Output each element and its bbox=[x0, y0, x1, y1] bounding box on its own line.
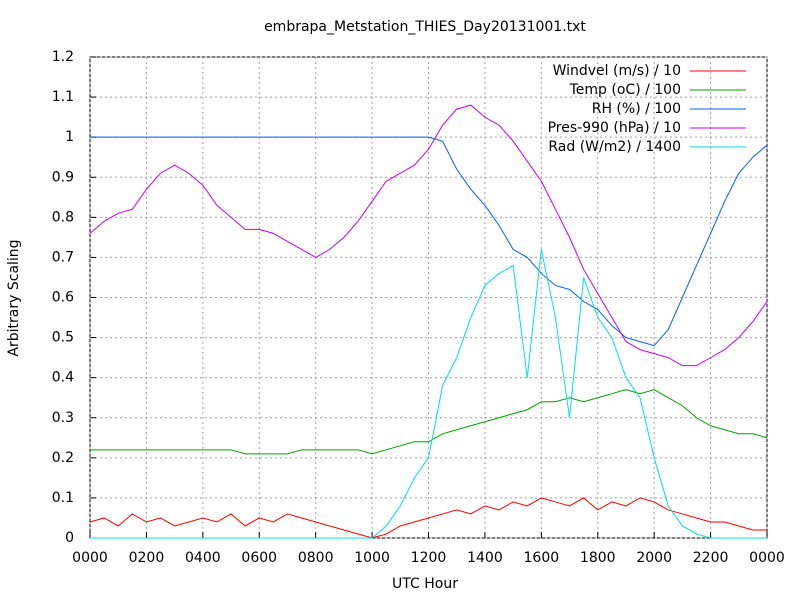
series-line bbox=[89, 104, 768, 367]
y-tick-label: 0 bbox=[65, 530, 74, 546]
chart-title: embrapa_Metstation_THIES_Day20131001.txt bbox=[264, 19, 586, 35]
series-line bbox=[90, 249, 767, 539]
x-tick-label: 2200 bbox=[693, 550, 729, 566]
x-tick-label: 0000 bbox=[749, 550, 785, 566]
y-tick-label: 0.5 bbox=[52, 330, 74, 346]
y-tick-label: 0.4 bbox=[52, 370, 74, 386]
y-tick-label: 0.3 bbox=[52, 410, 74, 426]
series-line bbox=[89, 497, 767, 539]
x-tick-label: 0200 bbox=[129, 550, 165, 566]
x-tick-label: 1200 bbox=[411, 550, 447, 566]
legend-label: RH (%) / 100 bbox=[592, 101, 681, 117]
series-line bbox=[90, 389, 768, 455]
legend-label: Rad (W/m2) / 1400 bbox=[548, 139, 681, 155]
y-tick-label: 0.7 bbox=[52, 249, 74, 265]
x-tick-label: 1400 bbox=[467, 550, 503, 566]
y-tick-label: 0.8 bbox=[52, 209, 74, 225]
y-tick-label: 1.2 bbox=[52, 49, 74, 65]
series-line bbox=[90, 136, 768, 347]
y-tick-label: 0.9 bbox=[52, 169, 74, 185]
y-tick-label: 1 bbox=[65, 129, 74, 145]
x-tick-label: 0600 bbox=[241, 550, 277, 566]
x-tick-label: 2000 bbox=[636, 550, 672, 566]
y-tick-label: 0.6 bbox=[52, 290, 74, 306]
x-tick-label: 1600 bbox=[524, 550, 560, 566]
x-tick-label: 1800 bbox=[580, 550, 616, 566]
x-tick-label: 0800 bbox=[298, 550, 334, 566]
x-tick-label: 0400 bbox=[185, 550, 221, 566]
x-tick-label: 1000 bbox=[354, 550, 390, 566]
legend-label: Pres-990 (hPa) / 10 bbox=[548, 120, 681, 136]
y-axis-label: Arbitrary Scaling bbox=[6, 239, 22, 356]
legend-label: Temp (oC) / 100 bbox=[569, 82, 681, 98]
y-tick-label: 0.2 bbox=[52, 450, 74, 466]
legend-label: Windvel (m/s) / 10 bbox=[553, 63, 681, 79]
y-tick-label: 1.1 bbox=[52, 89, 74, 105]
y-tick-label: 0.1 bbox=[52, 490, 74, 506]
x-tick-label: 0000 bbox=[72, 550, 108, 566]
x-axis-label: UTC Hour bbox=[392, 576, 458, 592]
